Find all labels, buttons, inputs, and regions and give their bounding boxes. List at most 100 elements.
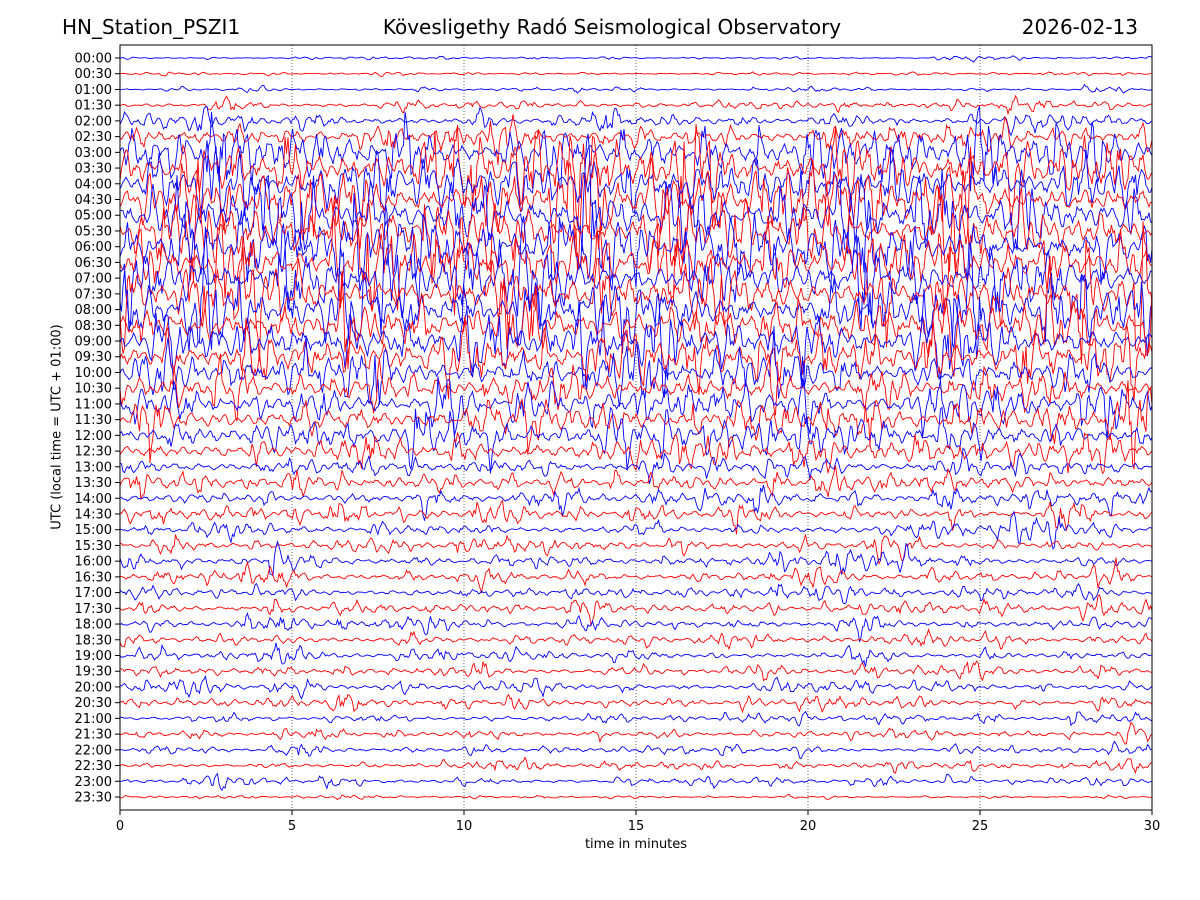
y-tick-label: 12:30 [75, 445, 112, 460]
y-tick-label: 11:30 [75, 413, 112, 428]
x-tick-label: 30 [1144, 819, 1161, 834]
y-tick-label: 08:30 [75, 319, 112, 334]
y-tick-label: 03:30 [75, 162, 112, 177]
y-tick-label: 18:30 [75, 633, 112, 648]
station-name: HN_Station_PSZI1 [62, 15, 241, 39]
trace-1530 [120, 534, 1152, 565]
trace-0930 [120, 316, 1152, 401]
y-tick-label: 01:30 [75, 99, 112, 114]
y-tick-label: 09:30 [75, 350, 112, 365]
axes-frame [119, 44, 1153, 811]
trace-1130 [120, 380, 1152, 470]
y-tick-label: 05:30 [75, 224, 112, 239]
y-tick-label: 03:00 [75, 146, 112, 161]
trace-0300 [120, 105, 1152, 192]
y-tick-label: 10:00 [75, 366, 112, 381]
trace-1500 [120, 510, 1152, 551]
trace-2300 [120, 772, 1152, 792]
trace-0330 [120, 124, 1152, 228]
trace-0230 [120, 114, 1152, 165]
trace-1030 [120, 353, 1152, 422]
trace-1900 [120, 642, 1152, 667]
trace-0600 [120, 192, 1152, 307]
y-tick-label: 21:30 [75, 728, 112, 743]
y-tick-label: 01:00 [75, 83, 112, 98]
trace-2000 [120, 675, 1152, 700]
x-axis-label: time in minutes [584, 837, 688, 852]
y-tick-label: 13:00 [75, 460, 112, 475]
y-tick-label: 04:00 [75, 177, 112, 192]
trace-0100 [120, 83, 1152, 94]
trace-1730 [120, 593, 1152, 626]
x-tick-label: 5 [288, 819, 296, 834]
y-tick-label: 08:00 [75, 303, 112, 318]
trace-2230 [120, 756, 1152, 775]
y-tick-label: 07:00 [75, 272, 112, 287]
y-tick-label: 07:30 [75, 287, 112, 302]
y-tick-label: 20:30 [75, 696, 112, 711]
y-tick-label: 19:00 [75, 649, 112, 664]
trace-1930 [120, 660, 1152, 682]
y-axis-label: UTC (local time = UTC + 01:00) [49, 324, 65, 530]
x-tick-label: 20 [800, 819, 817, 834]
trace-1200 [120, 406, 1152, 474]
y-tick-label: 00:00 [75, 52, 112, 67]
trace-0900 [120, 284, 1152, 398]
trace-0000 [120, 55, 1152, 63]
chart-date: 2026-02-13 [1021, 15, 1138, 39]
trace-1000 [120, 326, 1152, 407]
trace-2330 [120, 793, 1152, 801]
trace-0400 [120, 140, 1152, 224]
x-tick-label: 15 [628, 819, 645, 834]
y-tick-label: 06:30 [75, 256, 112, 271]
y-tick-label: 02:00 [75, 114, 112, 129]
trace-0700 [120, 204, 1152, 335]
y-tick-label: 15:00 [75, 523, 112, 538]
y-tick-label: 19:30 [75, 665, 112, 680]
y-tick-label: 14:00 [75, 492, 112, 507]
trace-0800 [120, 226, 1152, 359]
y-tick-label: 13:30 [75, 476, 112, 491]
y-tick-label: 22:30 [75, 759, 112, 774]
trace-1630 [120, 557, 1152, 594]
y-tick-label: 18:00 [75, 618, 112, 633]
x-tick-label: 0 [116, 819, 124, 834]
y-tick-label: 17:00 [75, 586, 112, 601]
y-tick-label: 21:00 [75, 712, 112, 727]
y-tick-label: 16:30 [75, 570, 112, 585]
y-tick-label: 15:30 [75, 539, 112, 554]
y-tick-label: 00:30 [75, 67, 112, 82]
trace-1100 [120, 356, 1152, 440]
trace-1330 [120, 465, 1152, 500]
y-tick-label: 20:00 [75, 680, 112, 695]
y-tick-label: 14:30 [75, 507, 112, 522]
trace-1700 [120, 583, 1152, 605]
y-tick-label: 17:30 [75, 602, 112, 617]
trace-0730 [120, 221, 1152, 364]
trace-1230 [120, 431, 1152, 475]
trace-0030 [120, 71, 1152, 78]
y-tick-label: 23:30 [75, 791, 112, 806]
y-tick-label: 09:00 [75, 335, 112, 350]
trace-1600 [120, 539, 1152, 577]
trace-0130 [120, 94, 1152, 116]
y-tick-label: 12:00 [75, 429, 112, 444]
trace-1400 [120, 484, 1152, 522]
trace-0500 [120, 133, 1152, 264]
trace-2200 [120, 740, 1152, 760]
trace-2100 [120, 710, 1152, 727]
trace-1830 [120, 627, 1152, 651]
y-tick-label: 16:00 [75, 555, 112, 570]
trace-2130 [120, 721, 1152, 745]
trace-1430 [120, 499, 1152, 535]
y-tick-label: 11:00 [75, 397, 112, 412]
y-tick-label: 10:30 [75, 382, 112, 397]
y-tick-label: 23:00 [75, 775, 112, 790]
x-tick-label: 25 [972, 819, 989, 834]
y-tick-label: 05:00 [75, 209, 112, 224]
trace-0530 [120, 159, 1152, 285]
trace-2030 [120, 693, 1152, 714]
y-tick-label: 04:30 [75, 193, 112, 208]
